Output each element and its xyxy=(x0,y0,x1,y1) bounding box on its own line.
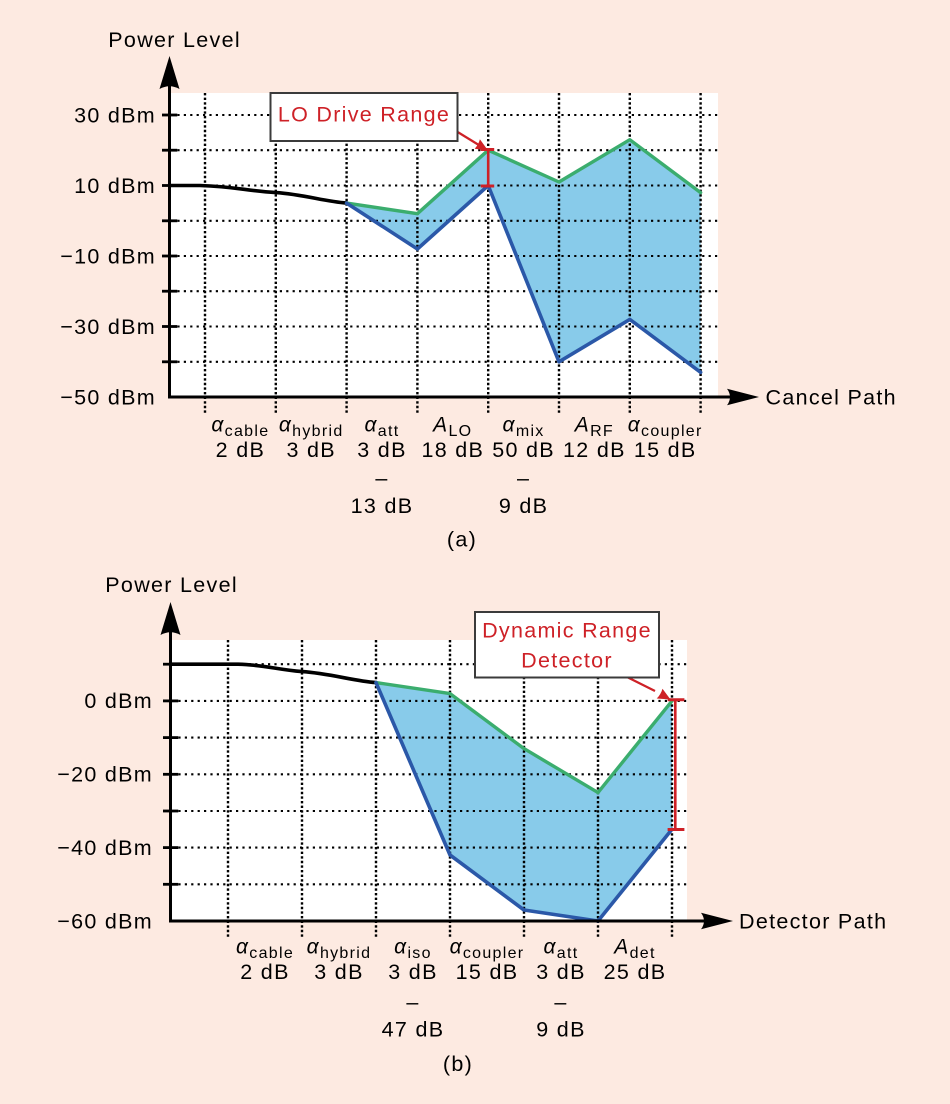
svg-text:−20 dBm: −20 dBm xyxy=(57,763,153,787)
svg-text:αiso: αiso xyxy=(394,936,432,963)
svg-text:αcoupler: αcoupler xyxy=(628,414,703,441)
svg-text:2 dB: 2 dB xyxy=(216,438,265,462)
svg-text:Dynamic Range: Dynamic Range xyxy=(482,619,652,643)
svg-text:–: – xyxy=(406,990,419,1014)
svg-text:3 dB: 3 dB xyxy=(388,960,437,984)
svg-text:ALO: ALO xyxy=(431,414,472,441)
svg-text:(b): (b) xyxy=(443,1052,473,1076)
svg-text:50 dB: 50 dB xyxy=(492,438,555,462)
svg-text:Power Level: Power Level xyxy=(108,28,241,52)
svg-text:Adet: Adet xyxy=(612,936,655,963)
svg-text:−60 dBm: −60 dBm xyxy=(57,909,153,933)
svg-text:−40 dBm: −40 dBm xyxy=(57,836,153,860)
svg-text:(a): (a) xyxy=(447,528,477,552)
svg-text:3 dB: 3 dB xyxy=(314,960,363,984)
svg-text:αatt: αatt xyxy=(544,936,579,963)
svg-text:–: – xyxy=(375,466,388,490)
svg-text:3 dB: 3 dB xyxy=(536,960,585,984)
svg-text:−10 dBm: −10 dBm xyxy=(60,244,156,268)
svg-text:Detector: Detector xyxy=(521,649,613,673)
svg-text:Detector Path: Detector Path xyxy=(739,910,887,934)
svg-text:αcoupler: αcoupler xyxy=(450,936,525,963)
svg-text:–: – xyxy=(554,990,567,1014)
svg-text:αhybrid: αhybrid xyxy=(307,936,372,963)
svg-text:13 dB: 13 dB xyxy=(351,494,414,518)
svg-text:12 dB: 12 dB xyxy=(563,438,626,462)
svg-text:0 dBm: 0 dBm xyxy=(84,689,153,713)
svg-text:αhybrid: αhybrid xyxy=(279,414,344,441)
svg-text:Cancel Path: Cancel Path xyxy=(766,386,897,410)
svg-text:αcable: αcable xyxy=(236,936,294,963)
svg-text:15 dB: 15 dB xyxy=(634,438,697,462)
svg-text:9 dB: 9 dB xyxy=(499,494,548,518)
svg-text:Power Level: Power Level xyxy=(105,573,238,597)
svg-text:−30 dBm: −30 dBm xyxy=(60,315,156,339)
svg-text:15 dB: 15 dB xyxy=(456,960,519,984)
svg-text:αatt: αatt xyxy=(365,414,400,441)
svg-text:47 dB: 47 dB xyxy=(382,1018,445,1042)
svg-text:–: – xyxy=(517,466,530,490)
svg-text:ARF: ARF xyxy=(573,414,614,441)
svg-text:25 dB: 25 dB xyxy=(604,960,667,984)
svg-text:10 dBm: 10 dBm xyxy=(74,174,156,198)
svg-text:−50 dBm: −50 dBm xyxy=(60,385,156,409)
svg-text:3 dB: 3 dB xyxy=(357,438,406,462)
svg-text:3 dB: 3 dB xyxy=(286,438,335,462)
svg-text:αcable: αcable xyxy=(211,414,269,441)
svg-text:30 dBm: 30 dBm xyxy=(74,103,156,127)
svg-text:18 dB: 18 dB xyxy=(421,438,484,462)
svg-text:αmix: αmix xyxy=(503,414,545,441)
svg-text:LO Drive Range: LO Drive Range xyxy=(278,103,450,127)
svg-text:9 dB: 9 dB xyxy=(536,1018,585,1042)
svg-text:2 dB: 2 dB xyxy=(240,960,289,984)
